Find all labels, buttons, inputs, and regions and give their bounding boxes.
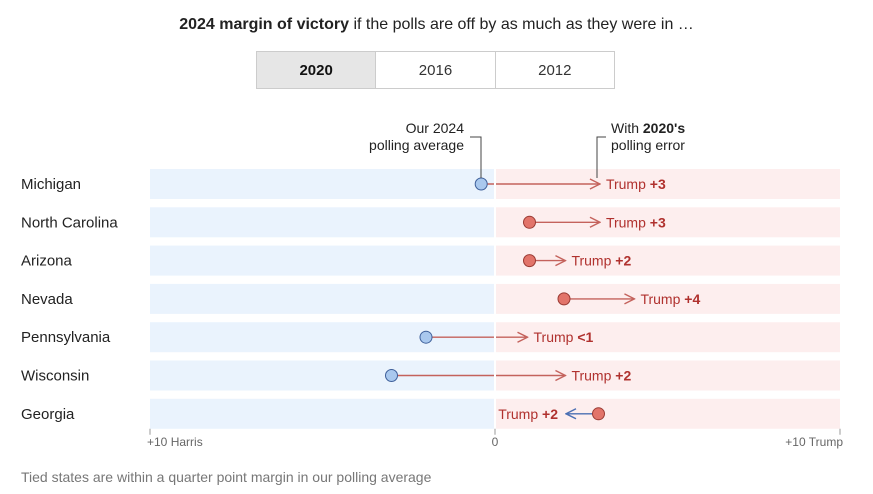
annotation-avg-leader <box>470 136 482 178</box>
tick-label: +10 Trump <box>785 435 843 449</box>
band-trump-pennsylvania <box>495 322 840 353</box>
tick-label: +10 Harris <box>147 435 203 449</box>
dot-poll-avg-arizona <box>523 254 536 268</box>
dot-poll-avg-michigan <box>474 177 488 191</box>
band-harris-georgia <box>150 398 495 429</box>
value-prefix-wisconsin: Trump <box>571 368 615 384</box>
band-harris-north-carolina <box>150 207 495 238</box>
state-label-north-carolina: North Carolina <box>21 214 118 231</box>
value-prefix-nevada: Trump <box>640 291 684 307</box>
annotation-err-line1: With 2020's <box>611 120 685 136</box>
footnote: Tied states are within a quarter point m… <box>21 469 432 485</box>
value-label-arizona: Trump +2 <box>571 253 631 269</box>
state-label-nevada: Nevada <box>21 291 73 308</box>
value-number-georgia: +2 <box>542 406 558 422</box>
state-label-michigan: Michigan <box>21 176 81 193</box>
state-label-arizona: Arizona <box>21 253 73 270</box>
dot-poll-avg-nevada <box>557 292 571 306</box>
value-number-michigan: +3 <box>650 176 666 192</box>
band-harris-arizona <box>150 245 495 276</box>
state-label-wisconsin: Wisconsin <box>21 368 89 385</box>
tick-label: 0 <box>492 435 499 449</box>
annotation-err-bold: 2020's <box>643 120 685 136</box>
value-prefix-georgia: Trump <box>498 406 542 422</box>
dot-poll-avg-north-carolina <box>523 215 536 229</box>
value-label-north-carolina: Trump +3 <box>606 214 666 230</box>
value-number-wisconsin: +2 <box>615 368 631 384</box>
annotation-avg-line2: polling average <box>369 137 464 153</box>
band-harris-michigan <box>150 169 495 199</box>
value-label-wisconsin: Trump +2 <box>571 368 631 384</box>
band-trump-nevada <box>495 283 840 314</box>
chart-title-bold: 2024 margin of victory <box>179 16 350 33</box>
dot-poll-avg-pennsylvania <box>419 330 433 344</box>
year-tabs: 2020 2016 2012 <box>256 51 615 89</box>
value-prefix-pennsylvania: Trump <box>534 329 578 345</box>
annotation-err-pre: With <box>611 120 643 136</box>
value-label-michigan: Trump +3 <box>606 176 666 192</box>
dot-poll-avg-wisconsin <box>385 369 398 382</box>
chart-title: 2024 margin of victory if the polls are … <box>0 16 873 34</box>
tab-2012[interactable]: 2012 <box>494 52 614 88</box>
value-label-nevada: Trump +4 <box>640 291 700 307</box>
annotation-err-line2: polling error <box>611 137 685 153</box>
value-number-pennsylvania: <1 <box>577 329 593 345</box>
tab-2020[interactable]: 2020 <box>257 52 376 88</box>
value-prefix-michigan: Trump <box>606 176 650 192</box>
state-label-georgia: Georgia <box>21 406 75 423</box>
band-trump-georgia <box>495 398 840 429</box>
annotation-avg-line1: Our 2024 <box>406 120 465 136</box>
value-prefix-north-carolina: Trump <box>606 214 650 230</box>
value-prefix-arizona: Trump <box>571 253 615 269</box>
value-number-north-carolina: +3 <box>650 214 666 230</box>
state-label-pennsylvania: Pennsylvania <box>21 329 111 346</box>
annotation-err-leader <box>596 136 606 178</box>
value-number-arizona: +2 <box>615 253 631 269</box>
band-harris-nevada <box>150 283 495 314</box>
chart-title-rest: if the polls are off by as much as they … <box>349 16 694 33</box>
value-number-nevada: +4 <box>684 291 700 307</box>
value-label-georgia: Trump +2 <box>498 406 558 422</box>
dot-poll-avg-georgia <box>592 407 605 421</box>
tab-2016[interactable]: 2016 <box>375 52 495 88</box>
value-label-pennsylvania: Trump <1 <box>534 329 594 345</box>
